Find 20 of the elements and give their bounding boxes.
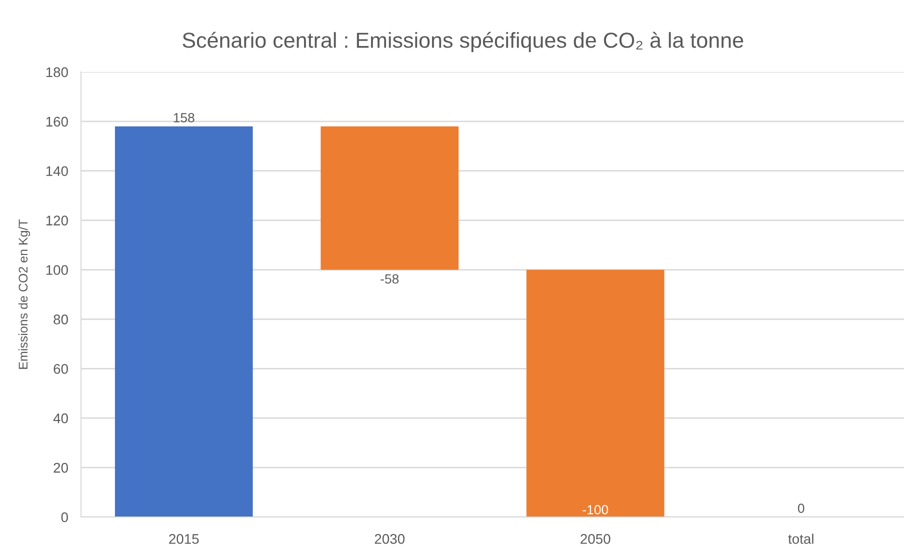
x-tick-label: 2015 — [169, 534, 199, 544]
x-tick-label: 2050 — [580, 534, 610, 544]
y-axis-title: Emissions de CO2 en Kg/T — [18, 219, 30, 369]
data-label: -100 — [582, 505, 608, 514]
y-tick-label: 140 — [46, 166, 68, 176]
data-label: 0 — [798, 504, 804, 513]
x-tick-label: total — [788, 534, 814, 544]
data-label: -58 — [380, 274, 399, 284]
x-tick-label: 2030 — [374, 534, 405, 544]
y-tick-label: 180 — [46, 67, 68, 78]
y-tick-label: 120 — [46, 216, 68, 226]
y-tick-label: 0 — [61, 512, 68, 522]
y-tick-label: 80 — [54, 314, 68, 324]
y-tick-label: 160 — [46, 116, 68, 127]
y-tick-label: 20 — [54, 462, 68, 473]
y-tick-label: 40 — [53, 413, 68, 424]
chart-title: Scénario central : Emissions spécifiques de CO₂ à la tonne — [182, 32, 744, 52]
y-tick-label: 60 — [54, 364, 68, 374]
data-label: 158 — [174, 113, 194, 122]
y-tick-label: 100 — [46, 265, 68, 275]
